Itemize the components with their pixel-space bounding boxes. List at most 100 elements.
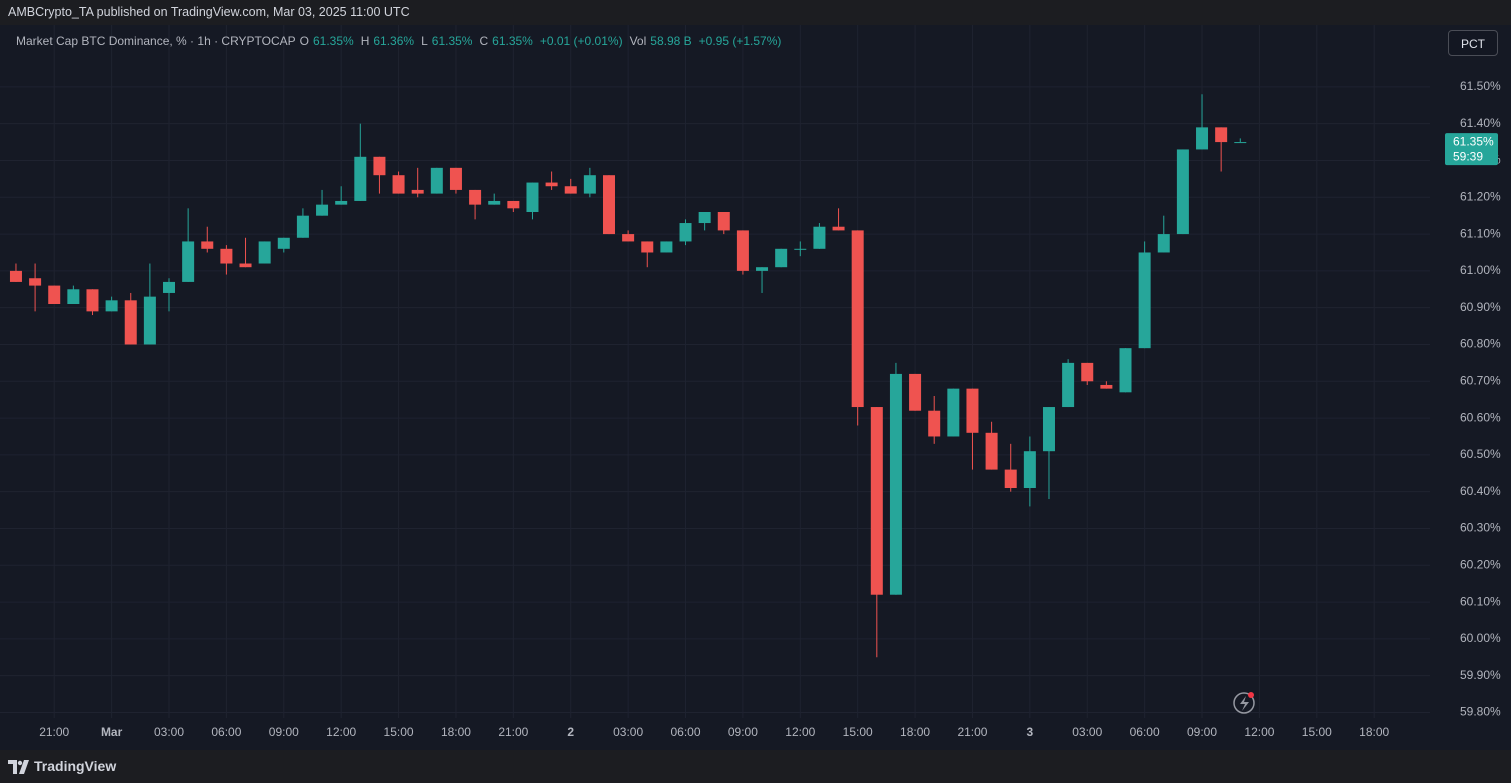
candle-body <box>1081 362 1094 382</box>
candle-body <box>985 432 998 470</box>
price-tag-countdown: 59:39 <box>1453 149 1483 163</box>
x-tick-label: 03:00 <box>154 725 184 739</box>
candle-body <box>775 248 788 268</box>
y-tick-label: 60.20% <box>1460 557 1501 571</box>
x-tick-label: 12:00 <box>1244 725 1274 739</box>
y-tick-label: 59.80% <box>1460 705 1501 719</box>
x-tick-label: 15:00 <box>384 725 414 739</box>
x-tick-label: 09:00 <box>728 725 758 739</box>
candle-body <box>1004 469 1017 488</box>
y-tick-label: 61.50% <box>1460 79 1501 93</box>
y-tick-label: 60.60% <box>1460 410 1501 424</box>
candle-body <box>258 241 271 264</box>
x-tick-label: 21:00 <box>498 725 528 739</box>
candle-body <box>239 263 252 268</box>
candle-body <box>201 241 214 249</box>
volume: 58.98 B <box>650 34 692 48</box>
candle-body <box>9 270 22 282</box>
x-tick-label: 21:00 <box>39 725 69 739</box>
candle-body <box>86 289 99 312</box>
y-tick-label: 61.00% <box>1460 263 1501 277</box>
x-tick-label: 15:00 <box>843 725 873 739</box>
candle-body <box>736 230 749 271</box>
candle-body <box>1119 348 1132 393</box>
candle-body <box>717 212 730 231</box>
candle-body <box>870 407 883 595</box>
price-tag <box>1445 133 1498 166</box>
symbol[interactable]: Market Cap BTC Dominance, % · 1h · CRYPT… <box>16 34 296 48</box>
ohlc-key: C <box>479 34 489 48</box>
price-tag-price: 61.35% <box>1453 134 1494 148</box>
ohlc-key: O <box>299 34 309 48</box>
candle-body <box>335 200 348 205</box>
y-tick-label: 60.90% <box>1460 300 1501 314</box>
candle-body <box>928 410 941 437</box>
x-tick-label: 21:00 <box>957 725 987 739</box>
candles <box>9 94 1247 658</box>
y-tick-label: 59.90% <box>1460 668 1501 682</box>
ohlc-key: H <box>360 34 370 48</box>
candle-body <box>316 204 329 216</box>
candle-body <box>526 182 539 212</box>
alert-dot <box>1248 692 1254 698</box>
scale-button[interactable]: PCT <box>1448 30 1498 56</box>
grid <box>0 25 1430 718</box>
ohlc-value: 61.35% <box>431 34 473 48</box>
candle-body <box>1138 252 1151 349</box>
legend: Market Cap BTC Dominance, % · 1h · CRYPT… <box>16 34 784 48</box>
candle-body <box>679 223 692 242</box>
axes: 61.50%61.40%61.30%61.20%61.10%61.00%60.9… <box>39 79 1501 739</box>
alert-icon[interactable] <box>1233 692 1255 714</box>
y-tick-label: 60.80% <box>1460 337 1501 351</box>
candle-body <box>698 212 711 224</box>
candle-body <box>373 156 386 176</box>
candle-body <box>1157 234 1170 253</box>
candle-body <box>813 226 826 249</box>
candle-body <box>67 289 80 304</box>
candle-body <box>392 175 405 194</box>
ohlc-value: 61.36% <box>373 34 415 48</box>
volume-change: +0.95 (+1.57%) <box>698 34 782 48</box>
x-tick-label: 18:00 <box>1359 725 1389 739</box>
candle-body <box>469 189 482 205</box>
candle-body <box>411 189 424 194</box>
x-tick-label: 2 <box>567 725 574 739</box>
candle-body <box>832 226 845 231</box>
change: +0.01 (+0.01%) <box>539 34 623 48</box>
candle-body <box>220 248 233 264</box>
x-tick-label: 18:00 <box>900 725 930 739</box>
candle-body <box>449 167 462 190</box>
alert-bolt <box>1240 696 1249 711</box>
candle-body <box>966 388 979 433</box>
candle-body <box>583 175 596 194</box>
candle-body <box>889 373 902 595</box>
candle-body <box>296 215 309 238</box>
candle-body <box>430 167 443 194</box>
x-tick-label: 06:00 <box>211 725 241 739</box>
x-tick-label: 12:00 <box>785 725 815 739</box>
y-tick-label: 61.10% <box>1460 226 1501 240</box>
candle-body <box>1215 127 1228 143</box>
ohlc-value: 61.35% <box>492 34 533 48</box>
candle-body <box>507 200 520 209</box>
y-tick-label: 60.10% <box>1460 594 1501 608</box>
candle-body <box>182 241 195 282</box>
y-tick-label: 60.30% <box>1460 521 1501 535</box>
y-tick-label: 61.40% <box>1460 116 1501 130</box>
candle-body <box>1100 384 1113 389</box>
candle-body <box>756 267 769 271</box>
candle-body <box>1176 149 1189 235</box>
x-tick-label: 09:00 <box>269 725 299 739</box>
candle-body <box>545 182 558 187</box>
x-tick-label: 3 <box>1027 725 1034 739</box>
candle-body <box>909 373 922 411</box>
candle-body <box>277 237 290 249</box>
publish-text: AMBCrypto_TA published on TradingView.co… <box>8 5 410 19</box>
candle-body <box>622 234 635 242</box>
candle-body <box>602 175 615 235</box>
volume-key: Vol <box>629 34 647 48</box>
y-tick-label: 60.40% <box>1460 484 1501 498</box>
candle-body <box>660 241 673 253</box>
candle-body <box>1234 142 1247 144</box>
